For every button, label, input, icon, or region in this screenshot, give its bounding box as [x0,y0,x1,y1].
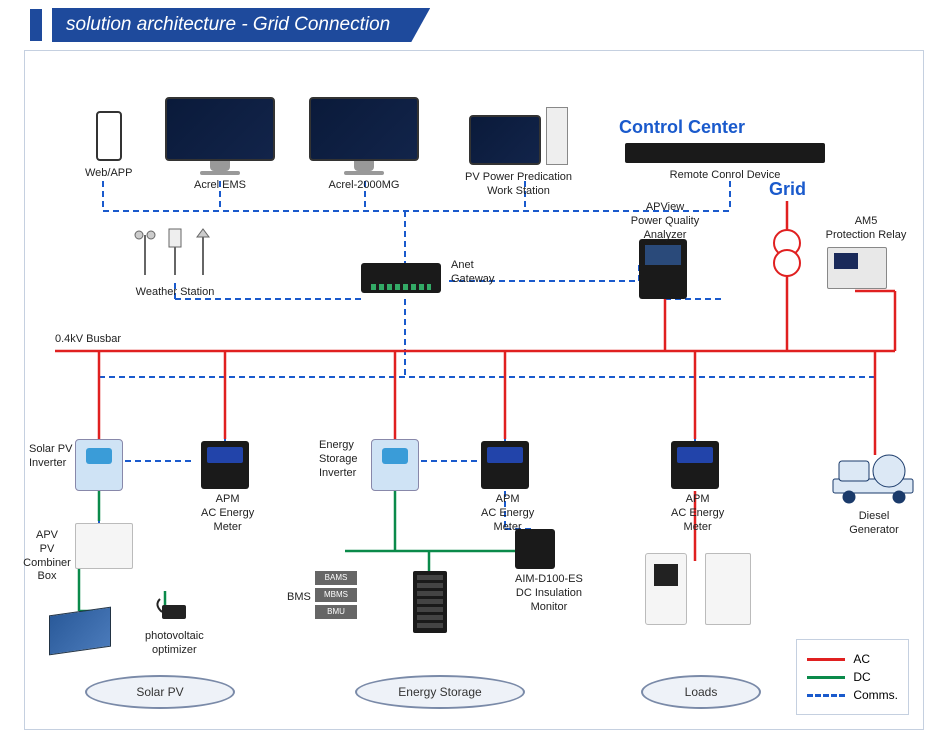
optimizer-label: photovoltaic optimizer [145,630,204,658]
bams-box: BAMS [315,571,357,585]
phone-icon [96,111,122,161]
rack-device-icon [625,143,825,163]
solar-apm-label: APM AC Energy Meter [201,493,254,534]
weather-node: Weather Station [125,225,225,300]
legend-dc-label: DC [853,670,870,684]
mg-label: Acrel-2000MG [309,179,419,193]
legend-dc: DC [807,670,898,684]
diagram-canvas: Web/APP Acrel EMS Acrel-2000MG PV Power … [24,50,924,730]
solar-inverter-node [75,439,123,491]
weather-station-icon [125,225,225,281]
combiner-label: APV PV Combiner Box [19,529,75,584]
diesel-node: Diesel Generator [829,449,919,538]
group-loads: Loads [641,675,761,709]
legend-ac-label: AC [853,652,870,666]
charger-icon [645,553,687,625]
solar-apm-node: APM AC Energy Meter [201,441,254,534]
bms-label: BMS [287,591,311,605]
diesel-label: Diesel Generator [829,510,919,538]
weather-label: Weather Station [125,286,225,300]
ems-screen [165,97,275,161]
storage-inverter-icon [371,439,419,491]
remote-device-node: Remote Conrol Device [625,143,825,183]
mg-node: Acrel-2000MG [309,97,419,193]
gateway-label: Anet Gateway [451,259,494,287]
relay-icon [827,247,887,289]
control-center-label: Control Center [619,117,745,138]
optimizer-icon [154,595,194,625]
header: solution architecture - Grid Connection [30,8,430,42]
combiner-icon [75,523,133,569]
pv-station-node: PV Power Predication Work Station [465,107,572,199]
storage-apm-node: APM AC Energy Meter [481,441,534,534]
busbar-label: 0.4kV Busbar [55,333,121,347]
webapp-node: Web/APP [85,111,133,181]
loads-apm-icon [671,441,719,489]
cabinet-icon [705,553,751,625]
storage-inverter-node [371,439,419,491]
legend-comms: Comms. [807,688,898,702]
transformer-circle-2 [773,249,801,277]
gateway-icon [361,263,441,293]
solar-panel-node [49,611,111,651]
header-accent-bar [30,9,42,41]
storage-apm-icon [481,441,529,489]
relay-node [827,247,887,289]
legend-comms-label: Comms. [853,688,898,702]
gateway-node [361,263,441,293]
pv-monitor-icon [469,115,541,165]
relay-label: AM5 Protection Relay [821,215,911,243]
webapp-label: Web/APP [85,167,133,181]
analyzer-label: APView Power Quality Analyzer [625,201,705,242]
dc-monitor-node: AIM-D100-ES DC Insulation Monitor [515,529,583,614]
grid-label: Grid [769,179,806,200]
solar-inverter-icon [75,439,123,491]
optimizer-node: photovoltaic optimizer [145,595,204,658]
storage-inverter-label: Energy Storage Inverter [319,439,373,480]
analyzer-node [639,239,687,299]
group-storage: Energy Storage [355,675,525,709]
solar-inverter-label: Solar PV Inverter [29,443,75,471]
dc-monitor-icon [515,529,555,569]
solar-panel-icon [49,607,111,656]
loads-apm-label: APM AC Energy Meter [671,493,724,534]
diesel-generator-icon [829,449,919,505]
solar-apm-icon [201,441,249,489]
bmu-box: BMU [315,605,357,619]
pc-tower-icon [546,107,568,165]
charger-node [645,553,687,625]
combiner-node [75,523,133,569]
ems-label: Acrel EMS [165,179,275,193]
mbms-box: MBMS [315,588,357,602]
dc-monitor-label: AIM-D100-ES DC Insulation Monitor [515,573,583,614]
cabinet-node [705,553,751,625]
battery-node [413,571,447,633]
loads-apm-node: APM AC Energy Meter [671,441,724,534]
ems-node: Acrel EMS [165,97,275,193]
legend: AC DC Comms. [796,639,909,715]
analyzer-icon [639,239,687,299]
group-solar: Solar PV [85,675,235,709]
mg-screen [309,97,419,161]
battery-stack-icon [413,571,447,633]
pv-station-label: PV Power Predication Work Station [465,171,572,199]
bms-node: BAMS MBMS BMU [315,571,357,622]
page-title: solution architecture - Grid Connection [52,8,430,42]
legend-ac: AC [807,652,898,666]
